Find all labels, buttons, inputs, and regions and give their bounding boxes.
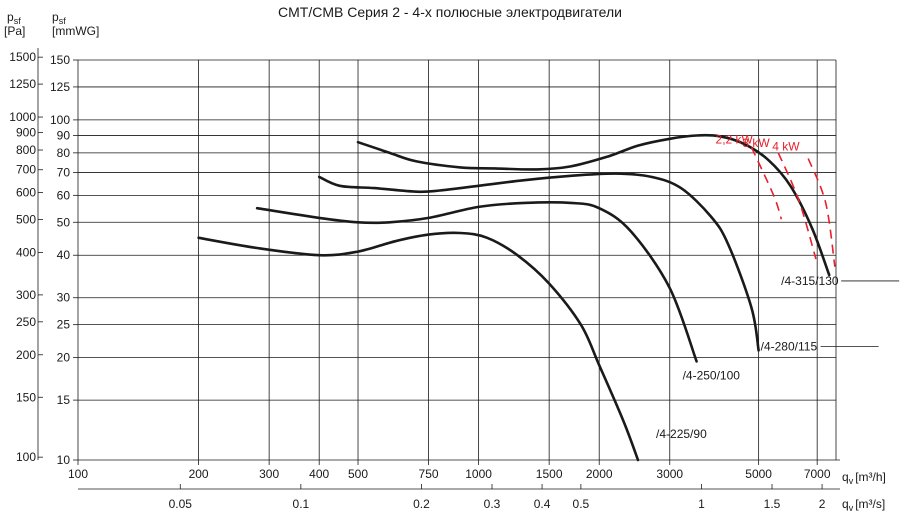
x-axis-m3s-sub: v <box>849 503 854 513</box>
motor-limit-line <box>777 152 817 260</box>
tick-label-pa: 600 <box>16 186 36 200</box>
fan-curves: /4-225/90/4-250/100/4-280/115/4-315/130 <box>197 133 900 462</box>
y-axis-mmwg-label: psf <box>52 10 66 26</box>
tick-labels: 100 200 300 400 500 750 1000 1500 2000 3000 5000 70… <box>9 50 831 511</box>
x-axis-m3s-label: qv [m³/s] <box>842 497 885 513</box>
x-axis-m3s-unit: [m³/s] <box>855 497 885 511</box>
tick-label-mmwg: 70 <box>57 166 71 180</box>
tick-label-mmwg: 150 <box>50 53 70 67</box>
tick-label-m3s: 1.5 <box>764 497 781 511</box>
tick-label-mmwg: 100 <box>50 113 70 127</box>
tick-label-m3s: 2 <box>819 497 826 511</box>
y-axis-pa-label: psf <box>7 10 21 26</box>
x-axis-m3h-sub: v <box>849 476 854 486</box>
series-label: /4-315/130 <box>781 274 839 288</box>
tick-label-m3s: 0.3 <box>484 497 501 511</box>
tick-label-pa: 700 <box>16 163 36 177</box>
tick-label-mmwg: 90 <box>57 128 71 142</box>
tick-label-m3h: 5000 <box>745 467 772 481</box>
tick-label-m3h: 1500 <box>536 467 563 481</box>
series-label: /4-225/90 <box>656 427 707 441</box>
tick-label-m3h: 7000 <box>804 467 831 481</box>
tick-label-mmwg: 40 <box>57 248 71 262</box>
tick-label-m3h: 300 <box>259 467 279 481</box>
tick-label-mmwg: 60 <box>57 188 71 202</box>
tick-label-m3s: 0.05 <box>169 497 193 511</box>
tick-label-mmwg: 30 <box>57 291 71 305</box>
chart-title: CMT/CMB Серия 2 - 4-х полюсные электродв… <box>278 4 622 20</box>
x-axis-m3h-label: qv [m³/h] <box>842 470 886 486</box>
tick-label-pa: 400 <box>16 245 36 259</box>
fan-curve-line <box>255 201 698 363</box>
tick-label-m3h: 1000 <box>465 467 492 481</box>
series-label: /4-280/115 <box>761 339 818 353</box>
tick-label-m3s: 1 <box>698 497 705 511</box>
tick-label-pa: 100 <box>16 450 36 464</box>
tick-label-mmwg: 125 <box>50 80 70 94</box>
tick-label-pa: 1500 <box>9 50 36 64</box>
y-axis-mmwg-sub: sf <box>59 16 67 26</box>
tick-label-m3h: 100 <box>68 467 88 481</box>
fan-curve-line <box>356 133 831 277</box>
tick-label-pa: 150 <box>16 390 36 404</box>
tick-label-m3s: 0.4 <box>534 497 551 511</box>
tick-label-mmwg: 20 <box>57 351 71 365</box>
tick-label-m3h: 500 <box>348 467 368 481</box>
tick-label-m3h: 750 <box>419 467 439 481</box>
motor-limit-label: 3 kW <box>742 136 770 150</box>
tick-label-m3s: 0.2 <box>413 497 430 511</box>
tick-label-m3s: 0.1 <box>293 497 310 511</box>
motor-limit-lines: 2,2 kW3 kW 4 kW <box>716 132 836 267</box>
tick-label-m3h: 400 <box>309 467 329 481</box>
y-axis-mmwg-unit: [mmWG] <box>52 24 99 38</box>
x-axis-m3h-unit: [m³/h] <box>855 470 886 484</box>
motor-limit-line <box>807 158 836 267</box>
motor-limit-label: 4 kW <box>772 139 800 153</box>
tick-label-pa: 1000 <box>9 110 36 124</box>
series-label: /4-250/100 <box>683 368 741 382</box>
tick-label-m3h: 3000 <box>656 467 683 481</box>
tick-label-m3h: 2000 <box>586 467 613 481</box>
motor-limit-label: 2,2 kW <box>716 132 754 146</box>
grid-lines <box>37 48 840 490</box>
tick-label-mmwg: 50 <box>57 215 71 229</box>
tick-label-m3s: 0.5 <box>573 497 590 511</box>
tick-label-mmwg: 10 <box>57 453 71 467</box>
fan-curve-line <box>197 231 640 462</box>
tick-label-pa: 250 <box>16 315 36 329</box>
tick-label-pa: 1250 <box>9 77 36 91</box>
y-axis-pa-sub: sf <box>14 16 22 26</box>
y-axis-pa-symbol: p <box>7 10 14 24</box>
tick-label-mmwg: 25 <box>57 318 71 332</box>
fan-curve-line <box>317 172 760 352</box>
tick-label-pa: 200 <box>16 348 36 362</box>
y-axis-pa-unit: [Pa] <box>4 24 25 38</box>
tick-label-mmwg: 15 <box>57 393 71 407</box>
motor-limit-line <box>750 147 783 220</box>
tick-label-pa: 800 <box>16 143 36 157</box>
x-axis-m3h-symbol: q <box>842 470 849 484</box>
tick-label-pa: 300 <box>16 288 36 302</box>
x-axis-m3s-symbol: q <box>842 497 849 511</box>
tick-label-m3h: 200 <box>189 467 209 481</box>
tick-label-mmwg: 80 <box>57 146 71 160</box>
tick-label-pa: 500 <box>16 212 36 226</box>
y-axis-mmwg-symbol: p <box>52 10 59 24</box>
tick-label-pa: 900 <box>16 126 36 140</box>
